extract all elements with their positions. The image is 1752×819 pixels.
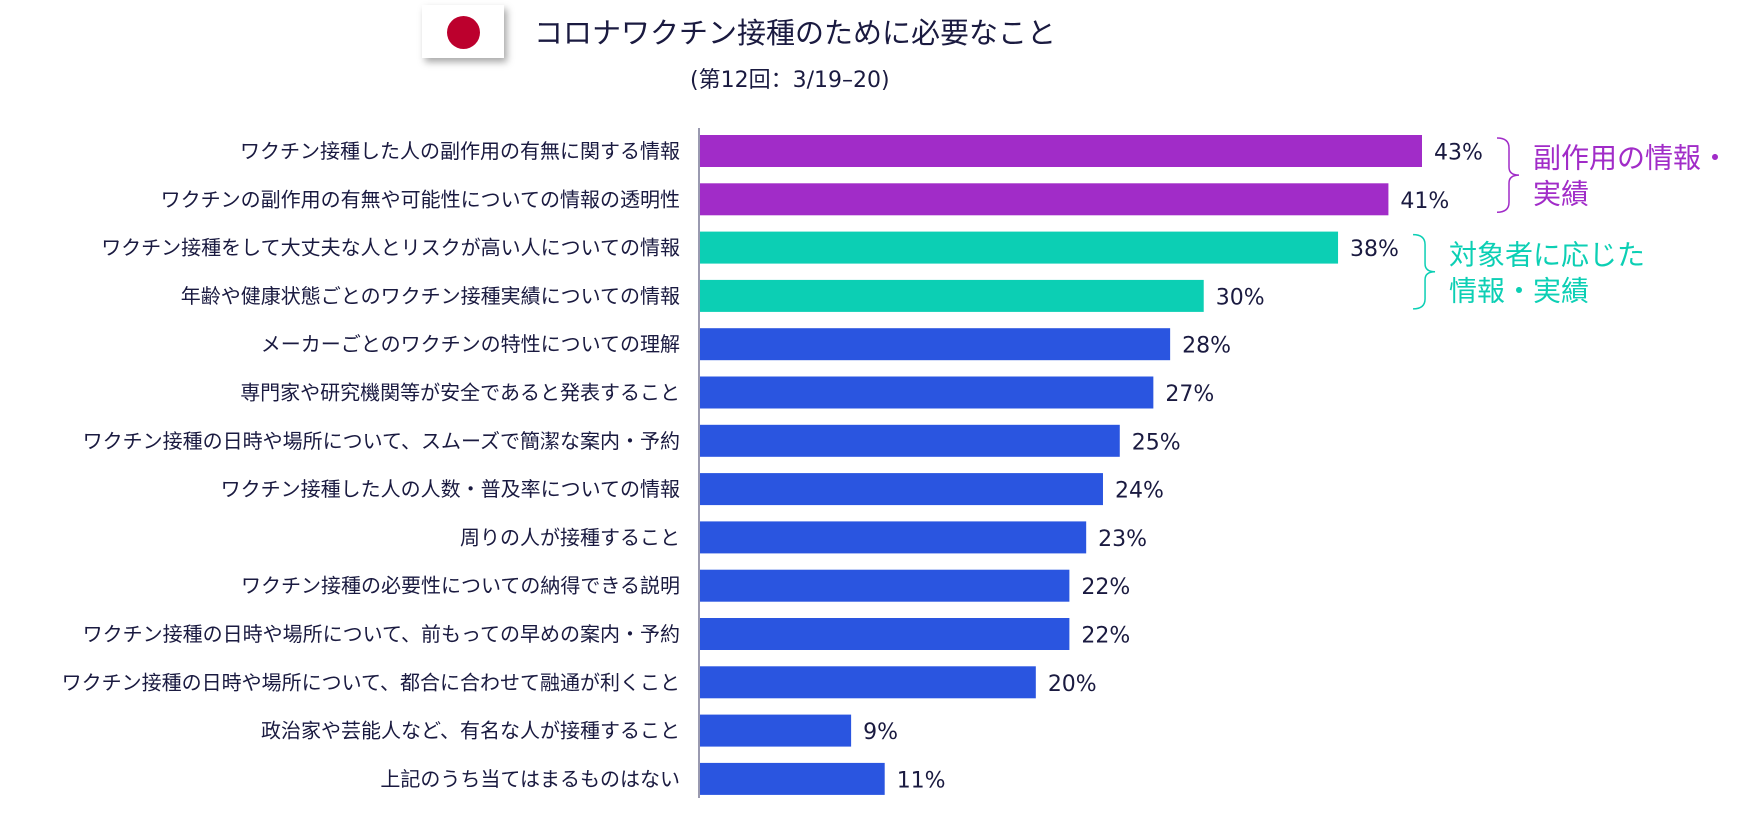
bar-5: [700, 376, 1154, 409]
annotation-brace-0: [1496, 137, 1520, 214]
value-label-2: 38%: [1350, 237, 1399, 262]
value-label-4: 28%: [1182, 334, 1231, 359]
bar-3: [700, 279, 1204, 312]
category-label-3: 年齢や健康状態ごとのワクチン接種実績についての情報: [181, 284, 680, 308]
category-label-12: 政治家や芸能人など、有名な人が接種すること: [261, 719, 680, 743]
category-label-5: 専門家や研究機関等が安全であると発表すること: [240, 381, 680, 405]
value-label-13: 11%: [897, 768, 946, 793]
value-label-1: 41%: [1400, 189, 1449, 214]
category-label-10: ワクチン接種の日時や場所について、前もっての早めの案内・予約: [83, 622, 680, 646]
category-label-11: ワクチン接種の日時や場所について、都合に合わせて融通が利くこと: [62, 670, 680, 694]
value-label-10: 22%: [1081, 624, 1130, 649]
annotation-text-0-1: 実績: [1533, 178, 1589, 211]
value-label-7: 24%: [1115, 479, 1164, 504]
category-label-2: ワクチン接種をして大丈夫な人とリスクが高い人についての情報: [101, 236, 680, 260]
value-label-8: 23%: [1098, 527, 1147, 552]
flag-sun: [447, 16, 480, 49]
bar-0: [700, 135, 1422, 167]
category-label-7: ワクチン接種した人の人数・普及率についての情報: [221, 477, 680, 501]
category-label-0: ワクチン接種した人の副作用の有無に関する情報: [240, 139, 680, 163]
annotation-text-0-0: 副作用の情報・: [1533, 142, 1729, 175]
category-label-1: ワクチンの副作用の有無や可能性についての情報の透明性: [161, 187, 680, 211]
category-label-6: ワクチン接種の日時や場所について、スムーズで簡潔な案内・予約: [83, 429, 680, 453]
annotation-brace-1: [1413, 233, 1436, 310]
category-label-4: メーカーごとのワクチンの特性についての理解: [261, 332, 680, 356]
category-label-13: 上記のうち当てはまるものはない: [380, 767, 680, 791]
bar-13: [700, 762, 885, 795]
value-label-0: 43%: [1434, 141, 1483, 166]
bar-8: [700, 521, 1087, 554]
bar-11: [700, 666, 1036, 699]
value-label-5: 27%: [1165, 382, 1214, 407]
value-label-3: 30%: [1216, 285, 1265, 310]
bar-10: [700, 618, 1070, 650]
japan-flag-icon: [422, 5, 504, 58]
value-label-9: 22%: [1081, 575, 1130, 600]
value-label-12: 9%: [863, 720, 898, 745]
bar-2: [700, 231, 1339, 264]
bar-12: [700, 714, 852, 747]
category-label-9: ワクチン接種の必要性についての納得できる説明: [241, 574, 680, 598]
value-label-11: 20%: [1048, 672, 1097, 697]
annotation-text-1-0: 対象者に応じた: [1449, 238, 1645, 271]
annotation-text-1-1: 情報・実績: [1449, 274, 1589, 307]
bars-group: [700, 135, 1422, 795]
value-labels-group: 43% 41%38% 30% 28% 27% 25% 24% 23% 22% 22% 20% 9% 11…: [863, 141, 1483, 794]
bar-1: [700, 183, 1389, 216]
bar-7: [700, 473, 1103, 506]
bar-4: [700, 328, 1171, 361]
bar-6: [700, 424, 1120, 457]
bar-9: [700, 569, 1070, 602]
category-label-8: 周りの人が接種すること: [460, 525, 680, 549]
value-label-6: 25%: [1132, 430, 1181, 455]
category-labels-group: ワクチン接種した人の副作用の有無に関する情報ワクチンの副作用の有無や可能性につい…: [62, 139, 680, 791]
chart-subtitle: (第12回：3/19–20): [690, 68, 890, 93]
chart-title: コロナワクチン接種のために必要なこと: [534, 16, 1057, 50]
